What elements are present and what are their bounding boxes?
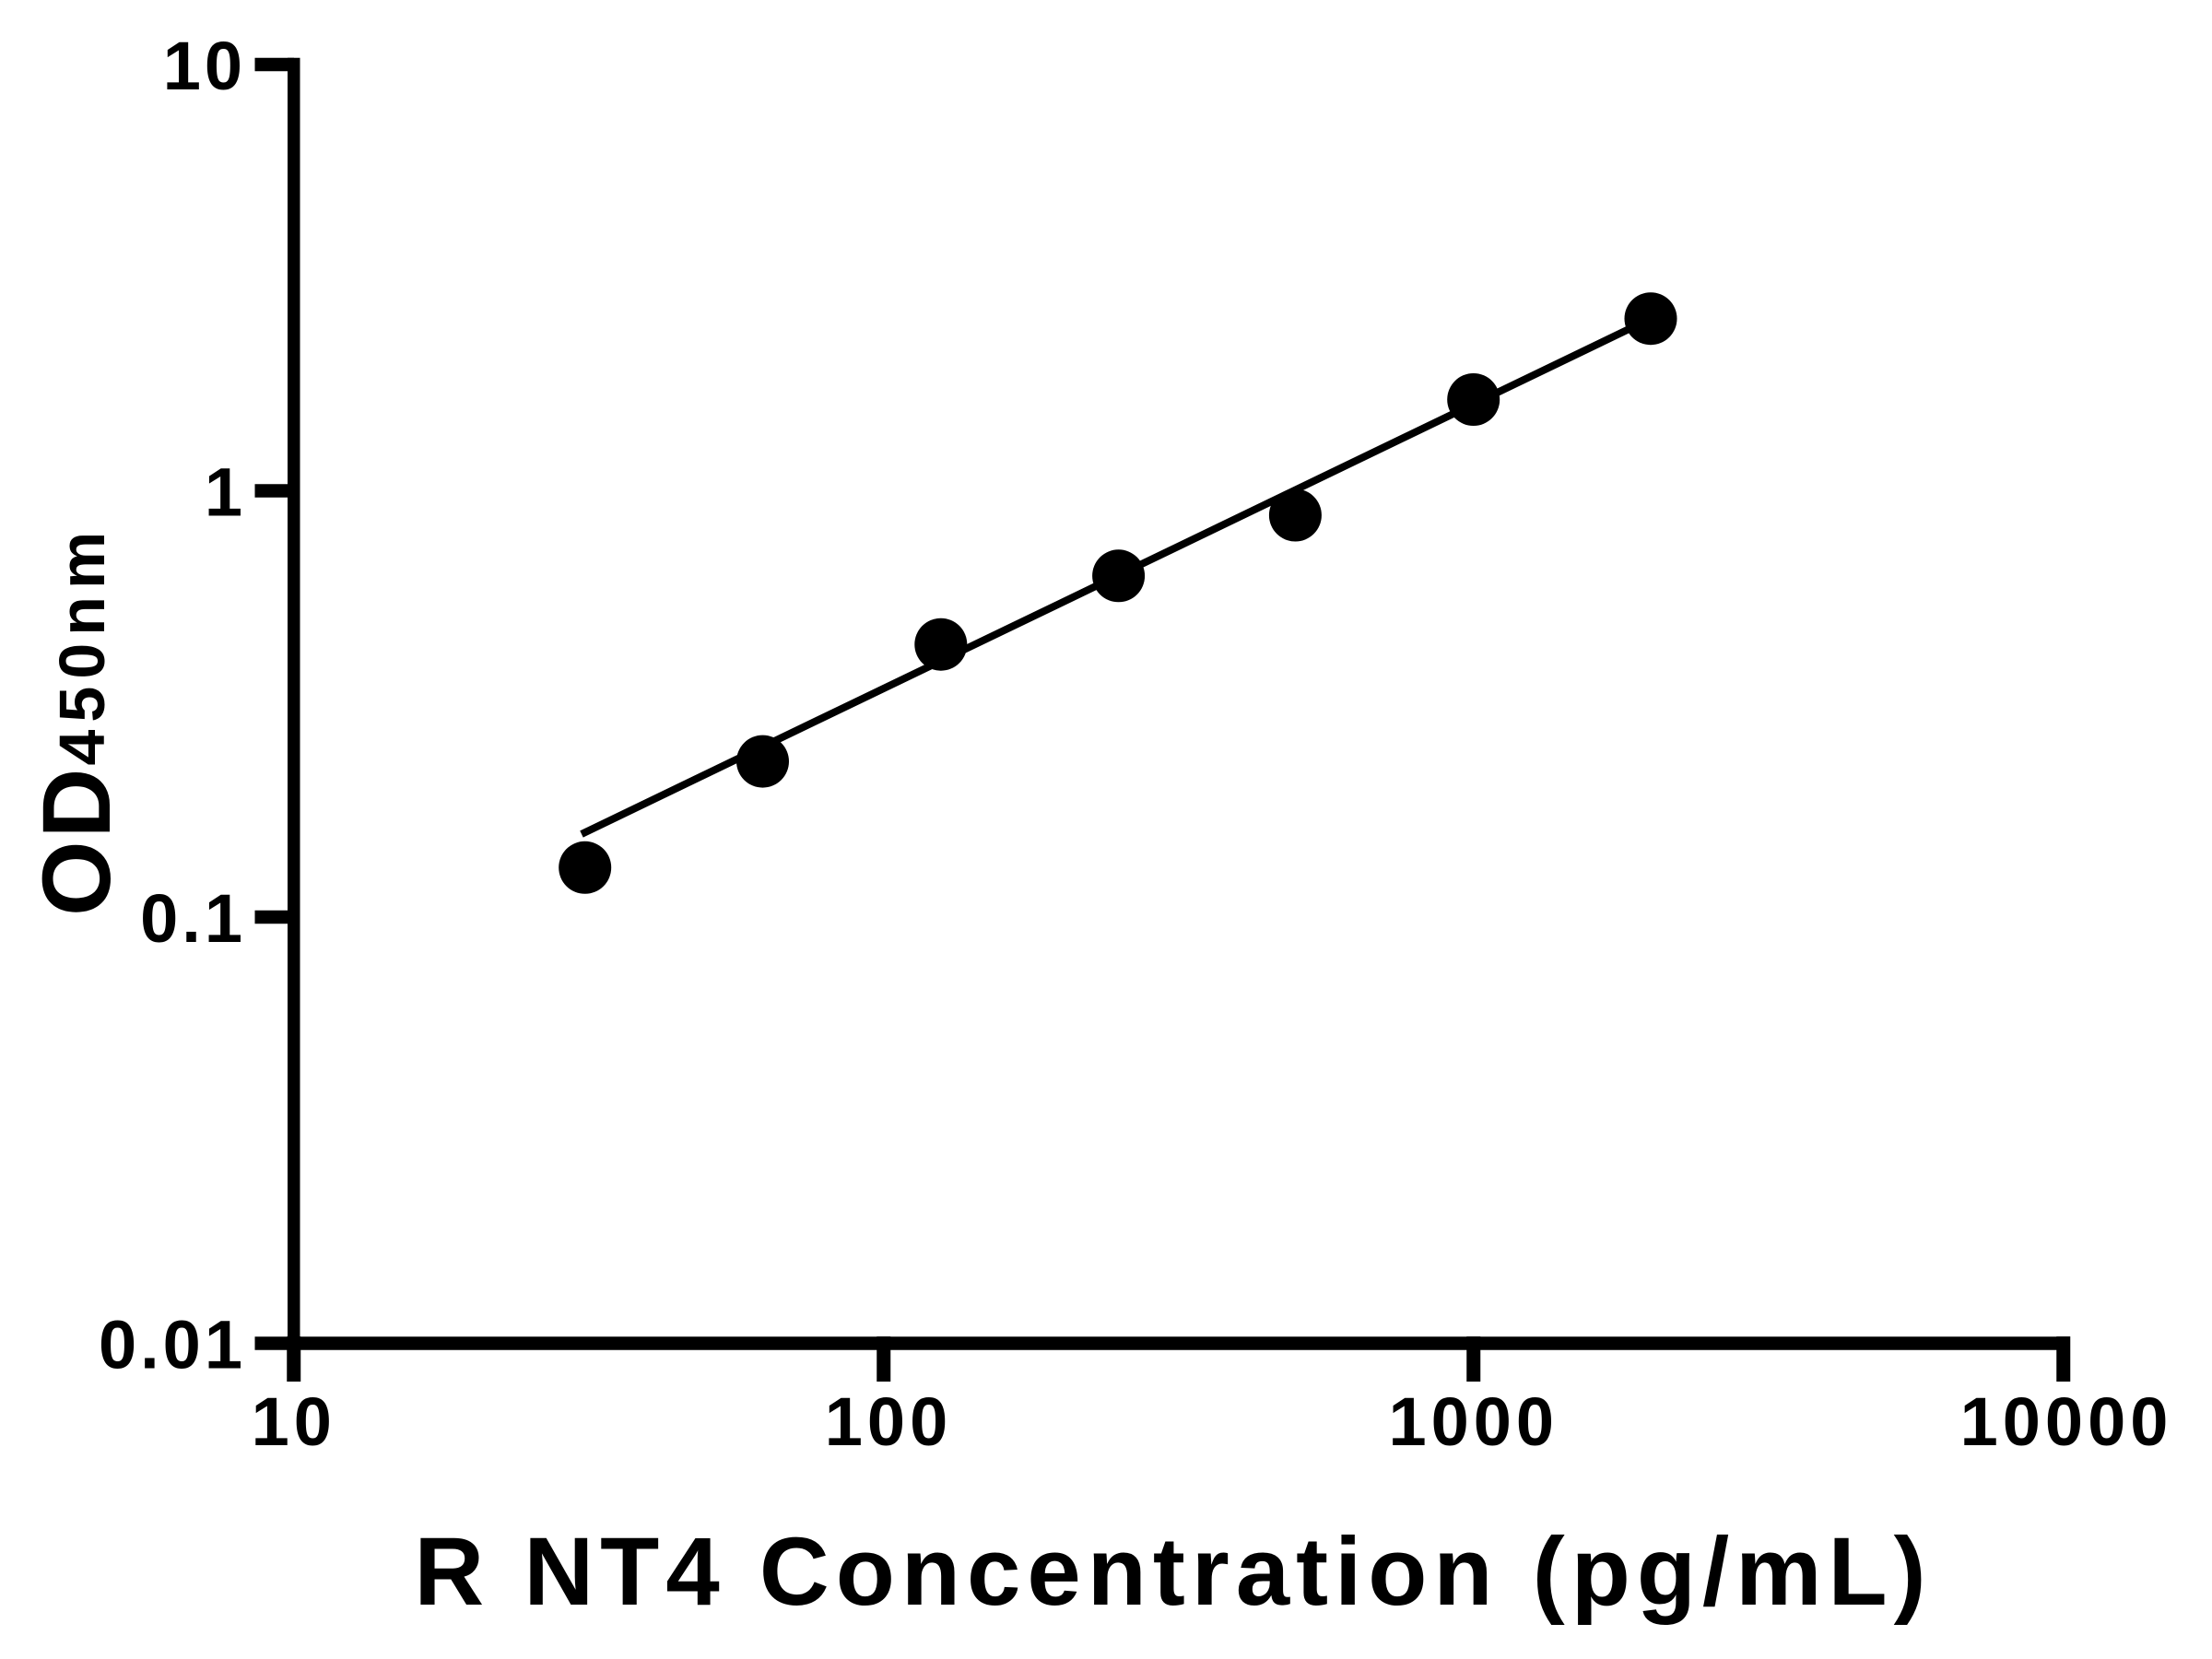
svg-text:R NT4 Concentration (pg/mL): R NT4 Concentration (pg/mL)	[414, 1518, 1932, 1626]
svg-text:10: 10	[252, 1383, 336, 1460]
svg-text:0.01: 0.01	[99, 1307, 246, 1383]
svg-text:10: 10	[163, 28, 246, 104]
svg-text:1000: 1000	[1388, 1383, 1559, 1460]
svg-text:100: 100	[825, 1383, 952, 1460]
svg-text:10000: 10000	[1960, 1383, 2173, 1460]
svg-text:OD450nm: OD450nm	[23, 524, 131, 916]
svg-text:0.1: 0.1	[140, 880, 246, 957]
svg-text:1: 1	[205, 454, 246, 531]
